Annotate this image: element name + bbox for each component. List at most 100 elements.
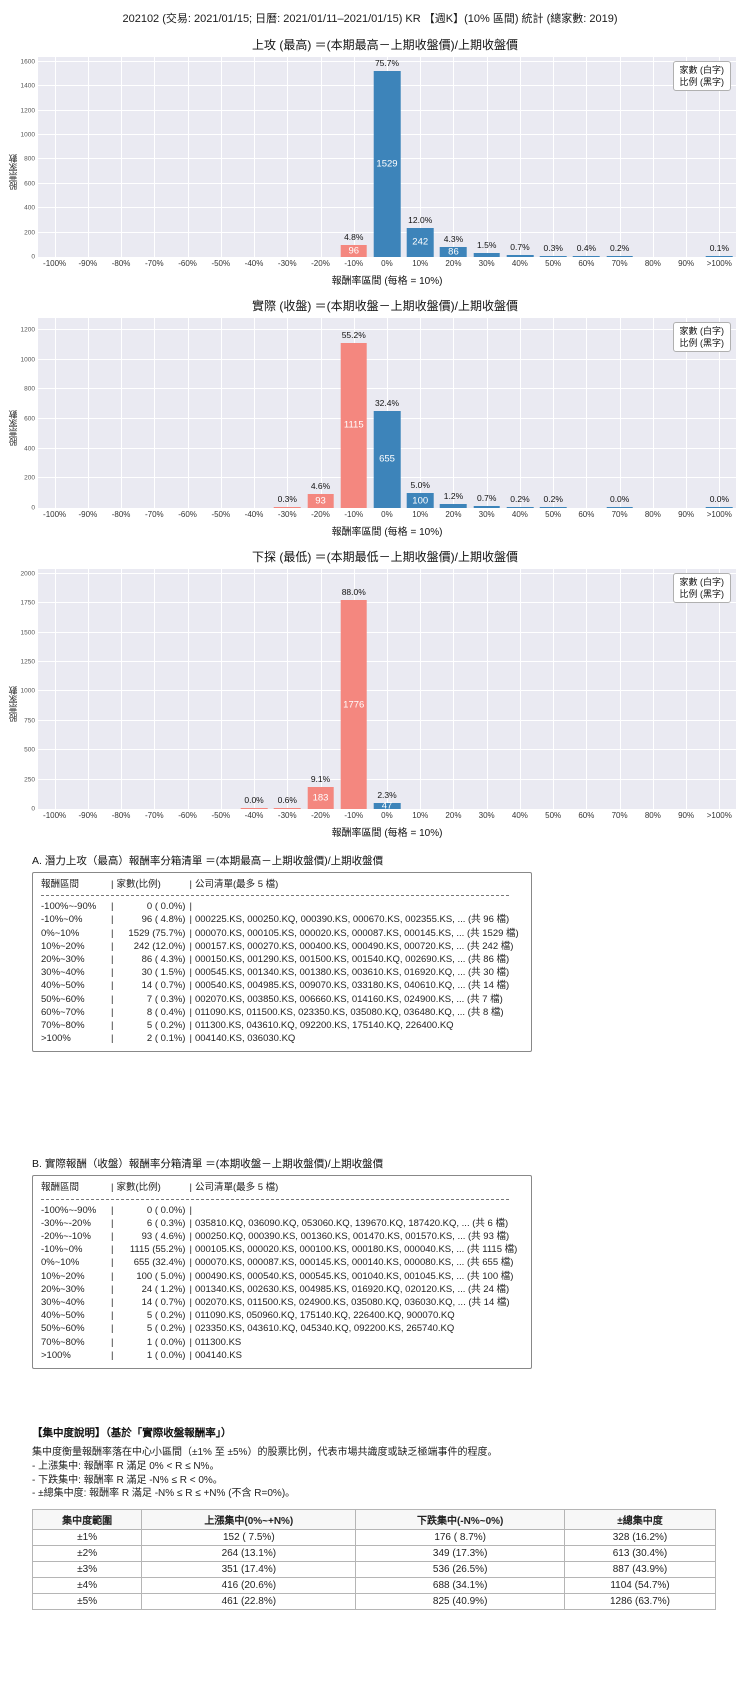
bar-count-label: 1776 (343, 699, 365, 711)
pipe-separator: | (111, 1231, 114, 1243)
x-axis-label: 報酬率區間 (每格 = 10%) (331, 828, 443, 839)
range-cell: 10%~20% (41, 1270, 85, 1282)
gridline-vertical (254, 57, 256, 257)
y-axis-label: 股票家數 (8, 686, 19, 722)
range-cell: -100%~-90% (41, 901, 97, 913)
gridline-vertical (220, 569, 222, 809)
count-cell: 242 (12.0%) (133, 940, 186, 952)
concentration-cell: ±1% (31, 1528, 143, 1546)
x-tick-label: -80% (111, 259, 131, 268)
concentration-table: 集中度範圍 上漲集中(0%~+N%) 下跌集中(-N%~0%) ±總集中度 ±1% 15… (31, 1508, 717, 1610)
plot-area: 0 200 400 600 800 1000 1200 1400 1600 96 4.8% 1529 7… (21, 57, 736, 261)
legend-box: 家數 (白字) 比例 (黑字) (672, 322, 731, 352)
gridline-vertical (420, 57, 422, 257)
report-page: 202102 (交易: 2021/01/15; 日曆: 2021/01/11–2… (4, 13, 736, 1610)
plot-column: 0 250 500 750 1000 1250 1500 1750 2000 0.0% 0.6% 18… (20, 569, 736, 839)
y-tick-label: 1000 (20, 687, 35, 695)
count-cell: 5 ( 0.2%) (146, 1020, 186, 1032)
companies-cell: 000070.KS, 000087.KS, 000145.KS, 000140.… (194, 1257, 514, 1269)
concentration-cell: ±2% (31, 1544, 143, 1562)
x-tick-label: 70% (611, 811, 628, 820)
gridline-vertical (87, 569, 89, 809)
legend-box: 家數 (白字) 比例 (黑字) (672, 61, 731, 91)
legend-box: 家數 (白字) 比例 (黑字) (672, 573, 731, 603)
bar-count-label: 86 (448, 246, 459, 258)
bar--30% (273, 807, 301, 809)
range-cell: 20%~30% (41, 1283, 85, 1295)
gridline-vertical (287, 318, 289, 508)
x-tick-label: 80% (644, 811, 661, 820)
gridline-vertical (519, 318, 521, 508)
companies-cell: 000490.KS, 000540.KS, 000545.KS, 001040.… (194, 1270, 514, 1282)
gridline-vertical (652, 57, 654, 257)
concentration-cell: 328 (16.2%) (563, 1528, 717, 1546)
count-cell: 家數(比例) (116, 879, 161, 890)
pipe-separator: | (111, 954, 114, 966)
gridline-horizontal (38, 388, 736, 390)
bar-30% (473, 505, 500, 508)
section-box: 報酬區間 | 家數(比例) | 公司清單(最多 5 檔) -100%~-90% | 0 ( 0… (32, 872, 532, 1053)
pipe-separator: | (189, 927, 192, 939)
count-cell: 5 ( 0.2%) (146, 1310, 186, 1322)
x-tick-label: -20% (311, 259, 330, 268)
bar-count-label: 242 (412, 236, 429, 248)
list-row: 40%~50% | 14 ( 0.7%) | 000540.KS, 004985.KS,… (41, 979, 523, 992)
x-tick-label: 30% (478, 510, 495, 519)
gridline-vertical (586, 57, 588, 257)
section-b-actual-list: B. 實際報酬（收盤）報酬率分箱清單 ＝(本期收盤－上期收盤價)/上期收盤價 報酬… (32, 1156, 532, 1370)
pipe-separator: | (189, 980, 192, 992)
x-tick-label: -30% (277, 510, 297, 519)
gridline-vertical (121, 318, 123, 508)
count-cell: 6 ( 0.3%) (146, 1217, 186, 1229)
x-tick-label: -20% (311, 510, 330, 519)
concentration-cell: 264 (13.1%) (141, 1544, 357, 1562)
concentration-table-row: ±4% 416 (20.6%) 688 (34.1%) 1104 (54.7%) (31, 1576, 717, 1594)
gridline-vertical (287, 57, 289, 257)
x-tick-label: -80% (111, 510, 131, 519)
gridline-vertical (87, 318, 89, 508)
bar-pct-label: 9.1% (310, 774, 331, 785)
gridline-vertical (320, 57, 322, 257)
list-row: -100%~-90% | 0 ( 0.0%) | (41, 900, 523, 913)
gridline-vertical (320, 318, 322, 508)
range-cell: 0%~10% (41, 1257, 80, 1269)
companies-cell: 011300.KS (194, 1336, 242, 1348)
bar-pct-label: 1.2% (443, 491, 464, 502)
x-tick-label: -50% (211, 510, 231, 519)
pipe-separator: | (189, 1283, 192, 1295)
range-cell: 50%~60% (41, 993, 85, 1005)
concentration-table-row: ±2% 264 (13.1%) 349 (17.3%) 613 (30.4%) (31, 1544, 717, 1562)
chart-row: 股票家數 0 200 400 600 800 1000 1200 0.3% 93 4.6% 1115 5… (4, 318, 736, 538)
section-a-upside-list: A. 潛力上攻（最高）報酬率分箱清單 ＝(本期最高－上期收盤價)/上期收盤價 報酬… (32, 853, 532, 1053)
pipe-separator: | (189, 1020, 192, 1032)
x-tick-label: 0% (381, 510, 393, 519)
list-row: 10%~20% | 242 (12.0%) | 000157.KS, 000270.KS… (41, 940, 523, 953)
y-tick-label: 1400 (20, 82, 35, 90)
bar-0% (373, 803, 401, 809)
bar-pct-label: 4.3% (443, 233, 464, 244)
gridline-vertical (586, 318, 588, 508)
bar-count-label: 100 (412, 495, 429, 507)
concentration-cell: 416 (20.6%) (141, 1576, 357, 1594)
gridline-vertical (686, 569, 688, 809)
range-cell: 10%~20% (41, 940, 85, 952)
list-row: 50%~60% | 5 ( 0.2%) | 023350.KS, 043610.KQ, … (41, 1322, 523, 1335)
range-cell: 報酬區間 (41, 1182, 80, 1194)
plot-column: 0 200 400 600 800 1000 1200 1400 1600 96 4.8% 1529 7… (20, 57, 736, 287)
x-tick-label: >100% (706, 510, 732, 519)
list-row: -100%~-90% | 0 ( 0.0%) | (41, 1204, 523, 1217)
x-axis-label: 報酬率區間 (每格 = 10%) (331, 527, 443, 538)
pipe-separator: | (111, 993, 114, 1005)
x-tick-label: -100% (43, 811, 67, 820)
x-tick-label: -60% (178, 510, 197, 519)
concentration-cell: 461 (22.8%) (141, 1592, 357, 1610)
x-tick-label: 40% (511, 510, 528, 519)
chart-row: 股票家數 0 250 500 750 1000 1250 1500 1750 2000 0.0% 0.… (4, 569, 736, 839)
pipe-separator: | (111, 980, 114, 992)
companies-cell: 公司清單(最多 5 檔) (194, 1182, 279, 1194)
gridline-vertical (353, 57, 355, 257)
count-cell: 93 ( 4.6%) (141, 1231, 186, 1243)
x-tick-label: -100% (43, 510, 67, 519)
concentration-table-row: ±5% 461 (22.8%) 825 (40.9%) 1286 (63.7%) (31, 1592, 717, 1610)
pipe-separator: | (189, 1297, 192, 1309)
